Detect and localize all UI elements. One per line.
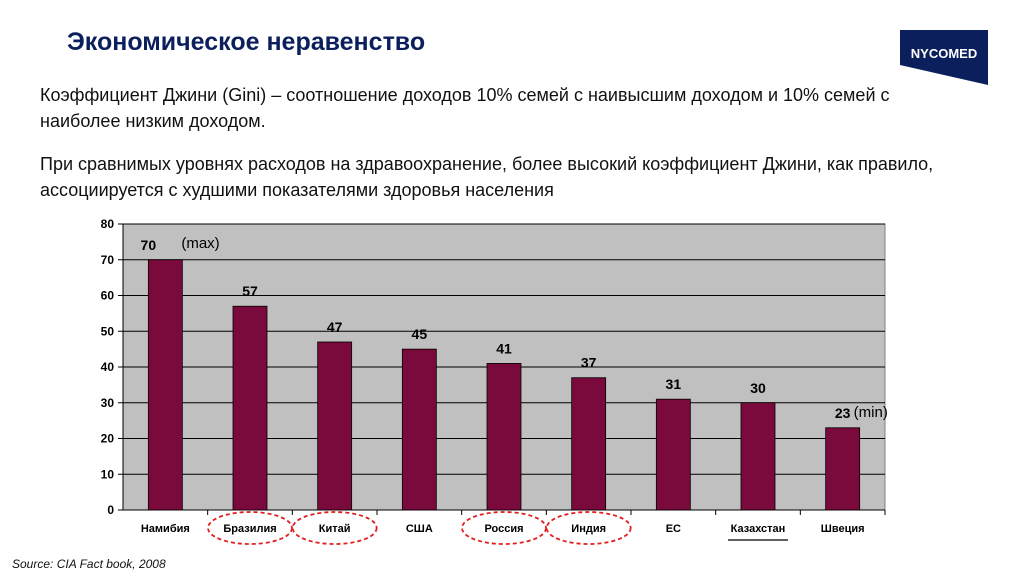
data-label: 31 [666,376,682,392]
gini-definition: Коэффициент Джини (Gini) – соотношение д… [40,85,890,131]
x-tick-label: Бразилия [223,523,276,535]
y-tick-label: 10 [101,467,115,481]
max-annotation: (max) [181,235,219,252]
highlight-circle [207,511,293,545]
data-label: 47 [327,319,343,335]
data-label: 23 [835,405,851,421]
data-label: 45 [412,326,428,342]
data-label: 37 [581,355,597,371]
bar [317,341,353,511]
y-tick-label: 30 [101,396,115,410]
y-tick-label: 80 [101,217,115,231]
gini-health-note: При сравнимых уровнях расходов на здраво… [40,154,934,200]
highlight-circle [461,511,547,545]
x-tick-label: Россия [484,523,523,535]
logo-text: NYCOMED [911,46,977,61]
bar [147,259,183,511]
data-label: 57 [242,283,258,299]
x-tick-label: Швеция [821,523,865,535]
highlight-circle [291,511,378,545]
data-label: 30 [750,380,766,396]
bar [401,348,437,511]
bar [740,402,776,511]
y-tick-label: 60 [101,289,115,303]
y-tick-label: 70 [101,253,115,267]
y-tick-label: 40 [101,360,115,374]
bar [655,398,691,511]
x-tick-label: Китай [319,523,351,535]
x-tick-label: Индия [571,523,606,535]
data-label: 70 [141,237,157,253]
y-tick-label: 20 [101,432,115,446]
nycomed-logo: NYCOMED [900,30,988,85]
x-tick-label: Казахстан [731,523,786,535]
highlight-circle [545,511,632,545]
source-note: Source: CIA Fact book, 2008 [12,557,166,571]
x-tick-label: ЕС [666,523,681,535]
page-title: Экономическое неравенство [67,28,426,56]
x-tick-label: США [406,523,433,535]
bar [571,377,607,511]
y-tick-label: 0 [107,503,114,517]
bar [486,363,522,511]
bar [232,305,268,511]
bar [825,427,861,511]
min-annotation: (min) [854,404,888,421]
y-tick-label: 50 [101,324,115,338]
x-tick-label: Намибия [141,523,190,535]
data-label: 41 [496,340,512,356]
